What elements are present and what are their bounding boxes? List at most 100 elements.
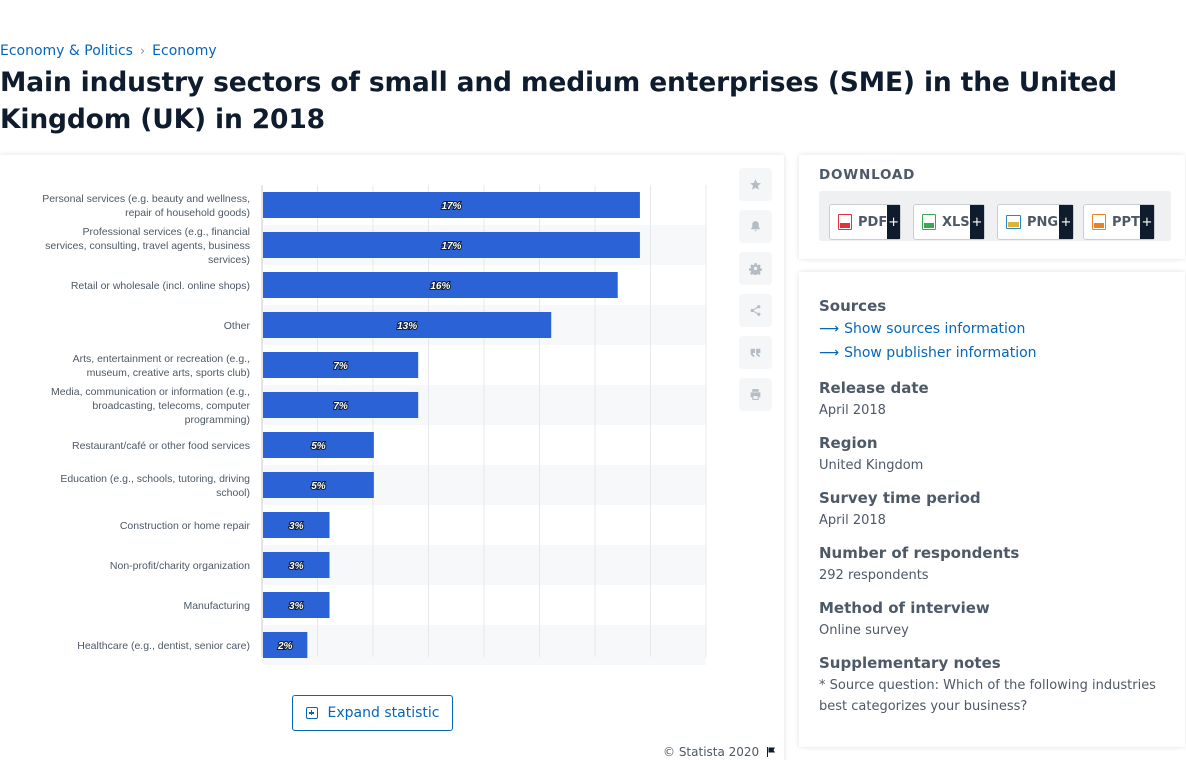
share-icon [750,305,761,316]
copyright-text: © Statista 2020 [663,745,760,759]
bar [263,392,419,418]
category-label: Arts, entertainment or recreation (e.g., [73,353,250,365]
category-label: Media, communication or information (e.g… [51,386,250,398]
ppt-label: PPT [1112,214,1140,230]
bar-value-label: 5% [311,481,326,492]
category-label: programming) [185,414,250,426]
bar [263,192,640,218]
release-date-heading: Release date [819,379,929,397]
bar [263,432,374,458]
quote-icon [750,348,761,357]
favorite-button[interactable] [739,168,772,201]
category-label: Non-profit/charity organization [110,560,250,572]
bar-value-label: 2% [277,641,293,652]
download-title: DOWNLOAD [819,167,916,183]
expand-icon [305,707,318,719]
bar-value-label: 3% [289,601,304,612]
show-sources-link[interactable]: ⟶ Show sources information [819,321,1025,337]
bar [263,272,618,298]
xls-plus-icon: + [970,205,984,239]
category-label: museum, creative arts, sports club) [87,367,250,379]
print-button[interactable] [739,378,772,411]
gear-icon [749,263,762,275]
ppt-file-icon [1092,214,1106,230]
page-title: Main industry sectors of small and mediu… [0,67,1117,135]
bar-value-label: 7% [333,361,348,372]
respondents-value: 292 respondents [819,568,929,583]
respondents-heading: Number of respondents [819,544,1020,562]
bar-value-label: 3% [289,561,304,572]
bar-chart: 17% Personal services (e.g. beauty and we… [42,185,707,665]
category-label: Professional services (e.g., financial [83,226,251,238]
download-xls-button[interactable]: XLS + [913,204,985,240]
bar-value-label: 17% [441,241,461,252]
category-label: Education (e.g., schools, tutoring, driv… [60,473,250,485]
breadcrumb-economy-politics[interactable]: Economy & Politics [0,43,133,59]
category-label: school) [216,487,250,499]
category-label: Healthcare (e.g., dentist, senior care) [77,640,250,652]
notification-button[interactable] [739,210,772,243]
region-value: United Kingdom [819,458,924,473]
flag-icon[interactable] [765,746,777,758]
print-icon [750,389,761,400]
bar-value-label: 16% [430,281,450,292]
method-heading: Method of interview [819,599,990,617]
bar-value-label: 5% [311,441,326,452]
category-label: Restaurant/café or other food services [72,440,250,452]
bar [263,232,640,258]
png-label: PNG [1027,214,1059,230]
png-plus-icon: + [1059,205,1073,239]
category-label: Personal services (e.g. beauty and welln… [42,193,250,205]
survey-period-heading: Survey time period [819,489,981,507]
download-ppt-button[interactable]: PPT + [1083,204,1155,240]
notes-heading: Supplementary notes [819,654,1001,672]
download-png-button[interactable]: PNG + [997,204,1074,240]
download-pdf-button[interactable]: PDF + [829,204,901,240]
bar [263,552,330,578]
star-icon [750,179,761,190]
png-file-icon [1006,215,1021,229]
bar-value-label: 7% [333,401,348,412]
pdf-file-icon [838,214,852,230]
ppt-plus-icon: + [1140,205,1154,239]
breadcrumb-economy[interactable]: Economy [152,43,217,59]
notes-value: * Source question: Which of the followin… [819,678,1156,714]
xls-label: XLS [942,214,970,230]
copyright: © Statista 2020 [663,745,777,759]
share-button[interactable] [739,294,772,327]
category-label: repair of household goods) [125,207,250,219]
bar-value-label: 13% [397,321,417,332]
expand-statistic-button[interactable]: Expand statistic [292,695,453,731]
method-value: Online survey [819,623,909,638]
bell-icon [751,221,760,232]
bar [263,592,330,618]
xls-file-icon [922,214,936,230]
category-label: Manufacturing [183,600,250,612]
show-publisher-link[interactable]: ⟶ Show publisher information [819,345,1037,361]
category-label: services) [208,254,250,266]
pdf-label: PDF [858,214,888,230]
statistic-details: Sources ⟶ Show sources information ⟶ Sho… [799,272,1185,747]
arrow-right-icon: ⟶ [819,345,840,361]
show-sources-label: Show sources information [844,321,1026,337]
category-label: Other [224,320,251,332]
region-heading: Region [819,434,878,452]
show-publisher-label: Show publisher information [844,345,1037,361]
arrow-right-icon: ⟶ [819,321,840,337]
survey-period-value: April 2018 [819,513,886,528]
bar-value-label: 3% [289,521,304,532]
expand-statistic-label: Expand statistic [327,705,440,721]
breadcrumb: Economy & Politics › Economy [0,43,217,59]
bar [263,312,552,338]
sources-heading: Sources [819,297,887,315]
category-label: services, consulting, travel agents, bus… [45,240,250,252]
bar [263,512,330,538]
breadcrumb-separator: › [139,43,146,59]
cite-button[interactable] [739,336,772,369]
settings-button[interactable] [739,252,772,285]
download-card: DOWNLOAD PDF + XLS + PNG + PPT + [799,155,1185,259]
bar [263,472,374,498]
category-label: Construction or home repair [120,520,251,532]
chart-card: 17% Personal services (e.g. beauty and we… [0,155,784,760]
pdf-plus-icon: + [887,205,900,239]
